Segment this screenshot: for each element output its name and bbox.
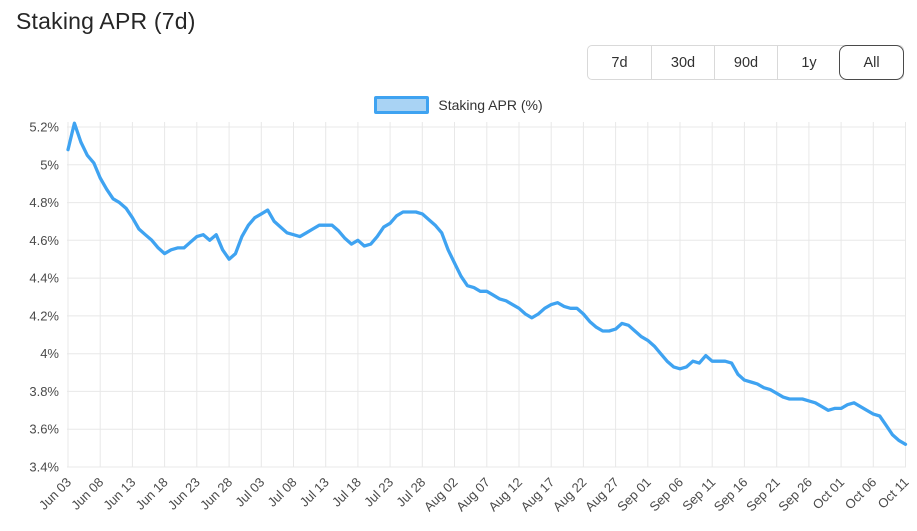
svg-text:3.6%: 3.6%	[29, 422, 59, 437]
svg-text:Aug 22: Aug 22	[550, 475, 590, 515]
svg-text:Jun 13: Jun 13	[100, 475, 138, 513]
svg-text:Oct 01: Oct 01	[810, 475, 848, 513]
range-button-all[interactable]: All	[839, 45, 904, 80]
svg-text:3.4%: 3.4%	[29, 460, 59, 475]
svg-text:3.8%: 3.8%	[29, 384, 59, 399]
svg-text:Jun 18: Jun 18	[133, 475, 171, 513]
svg-text:Oct 06: Oct 06	[842, 475, 880, 513]
svg-text:5%: 5%	[40, 157, 59, 172]
svg-text:4%: 4%	[40, 346, 59, 361]
svg-text:Jul 23: Jul 23	[361, 475, 396, 510]
svg-text:4.6%: 4.6%	[29, 233, 59, 248]
svg-text:Sep 01: Sep 01	[614, 475, 654, 515]
svg-text:4.4%: 4.4%	[29, 271, 59, 286]
svg-text:Oct 11: Oct 11	[875, 475, 912, 512]
svg-text:Jul 13: Jul 13	[297, 475, 332, 510]
svg-text:4.2%: 4.2%	[29, 308, 59, 323]
svg-text:Jun 03: Jun 03	[36, 475, 74, 513]
legend-swatch-icon	[374, 96, 430, 114]
chart-svg[interactable]: 5.2%5%4.8%4.6%4.4%4.2%4%3.8%3.6%3.4%Jun …	[0, 120, 917, 531]
svg-text:Sep 16: Sep 16	[711, 475, 751, 515]
svg-text:Jul 18: Jul 18	[329, 475, 364, 510]
svg-text:Jun 08: Jun 08	[68, 475, 106, 513]
time-range-selector: 7d 30d 90d 1y All	[587, 45, 904, 80]
range-button-1y[interactable]: 1y	[777, 46, 840, 79]
apr-line-series	[66, 121, 908, 446]
range-button-7d[interactable]: 7d	[588, 46, 651, 79]
svg-text:Jul 08: Jul 08	[264, 475, 299, 510]
svg-text:Aug 12: Aug 12	[485, 475, 525, 515]
svg-text:Jun 28: Jun 28	[197, 475, 235, 513]
svg-text:Jul 03: Jul 03	[232, 475, 267, 510]
svg-text:Sep 11: Sep 11	[679, 475, 718, 514]
y-axis-labels: 5.2% 5% 4.8% 4.6% 4.4% 4.2% 4% 3.8% 3.6% 3.4%	[29, 120, 59, 475]
page-title: Staking APR (7d)	[16, 8, 196, 34]
svg-text:Sep 21: Sep 21	[743, 475, 783, 515]
legend-label: Staking APR (%)	[438, 97, 543, 113]
svg-text:Aug 07: Aug 07	[453, 475, 493, 515]
svg-text:Aug 27: Aug 27	[582, 475, 622, 515]
svg-text:Sep 06: Sep 06	[646, 475, 686, 515]
svg-text:4.8%: 4.8%	[29, 195, 59, 210]
svg-text:Jun 23: Jun 23	[165, 475, 203, 513]
chart-legend[interactable]: Staking APR (%)	[0, 96, 917, 114]
range-button-90d[interactable]: 90d	[714, 46, 777, 79]
range-button-30d[interactable]: 30d	[651, 46, 714, 79]
svg-text:Sep 26: Sep 26	[775, 475, 815, 515]
grid-lines	[67, 122, 906, 468]
svg-text:Aug 17: Aug 17	[518, 475, 558, 515]
svg-text:Aug 02: Aug 02	[421, 475, 461, 515]
svg-text:5.2%: 5.2%	[29, 120, 59, 135]
